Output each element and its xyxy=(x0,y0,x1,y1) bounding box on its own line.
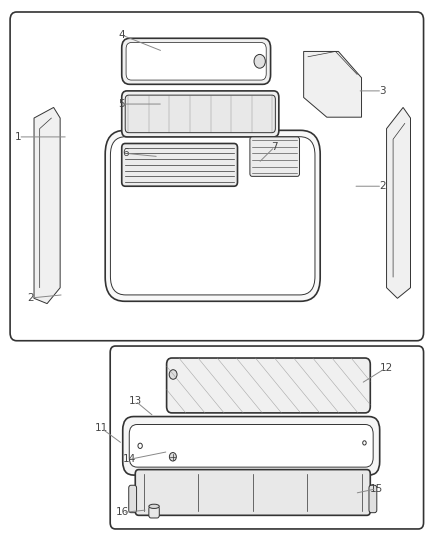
FancyBboxPatch shape xyxy=(122,38,271,84)
FancyBboxPatch shape xyxy=(166,358,370,413)
Text: 15: 15 xyxy=(370,484,383,494)
Text: 4: 4 xyxy=(118,30,125,40)
Circle shape xyxy=(170,453,177,461)
Text: 12: 12 xyxy=(379,363,392,373)
Text: 6: 6 xyxy=(123,148,129,158)
FancyBboxPatch shape xyxy=(129,424,373,467)
Text: 11: 11 xyxy=(95,423,108,433)
Text: 2: 2 xyxy=(379,181,385,191)
Polygon shape xyxy=(304,52,361,117)
FancyBboxPatch shape xyxy=(129,485,137,513)
FancyBboxPatch shape xyxy=(122,143,237,186)
Text: 1: 1 xyxy=(15,132,21,142)
Text: 16: 16 xyxy=(116,507,129,518)
FancyBboxPatch shape xyxy=(250,137,300,176)
FancyBboxPatch shape xyxy=(369,485,377,513)
Circle shape xyxy=(254,54,265,68)
Circle shape xyxy=(363,441,366,445)
FancyBboxPatch shape xyxy=(125,95,276,133)
Polygon shape xyxy=(34,108,60,304)
Circle shape xyxy=(169,370,177,379)
Text: 14: 14 xyxy=(122,455,136,464)
Text: 5: 5 xyxy=(118,99,125,109)
FancyBboxPatch shape xyxy=(135,470,370,515)
FancyBboxPatch shape xyxy=(126,43,266,80)
Circle shape xyxy=(138,443,142,448)
FancyBboxPatch shape xyxy=(149,506,159,518)
FancyBboxPatch shape xyxy=(110,136,315,295)
Text: 13: 13 xyxy=(129,396,142,406)
FancyBboxPatch shape xyxy=(122,91,279,137)
FancyBboxPatch shape xyxy=(105,131,320,301)
Ellipse shape xyxy=(149,504,159,508)
Text: 3: 3 xyxy=(379,86,385,96)
Text: 7: 7 xyxy=(272,142,278,152)
Text: 2: 2 xyxy=(28,293,34,303)
Polygon shape xyxy=(387,108,410,298)
FancyBboxPatch shape xyxy=(123,417,380,475)
